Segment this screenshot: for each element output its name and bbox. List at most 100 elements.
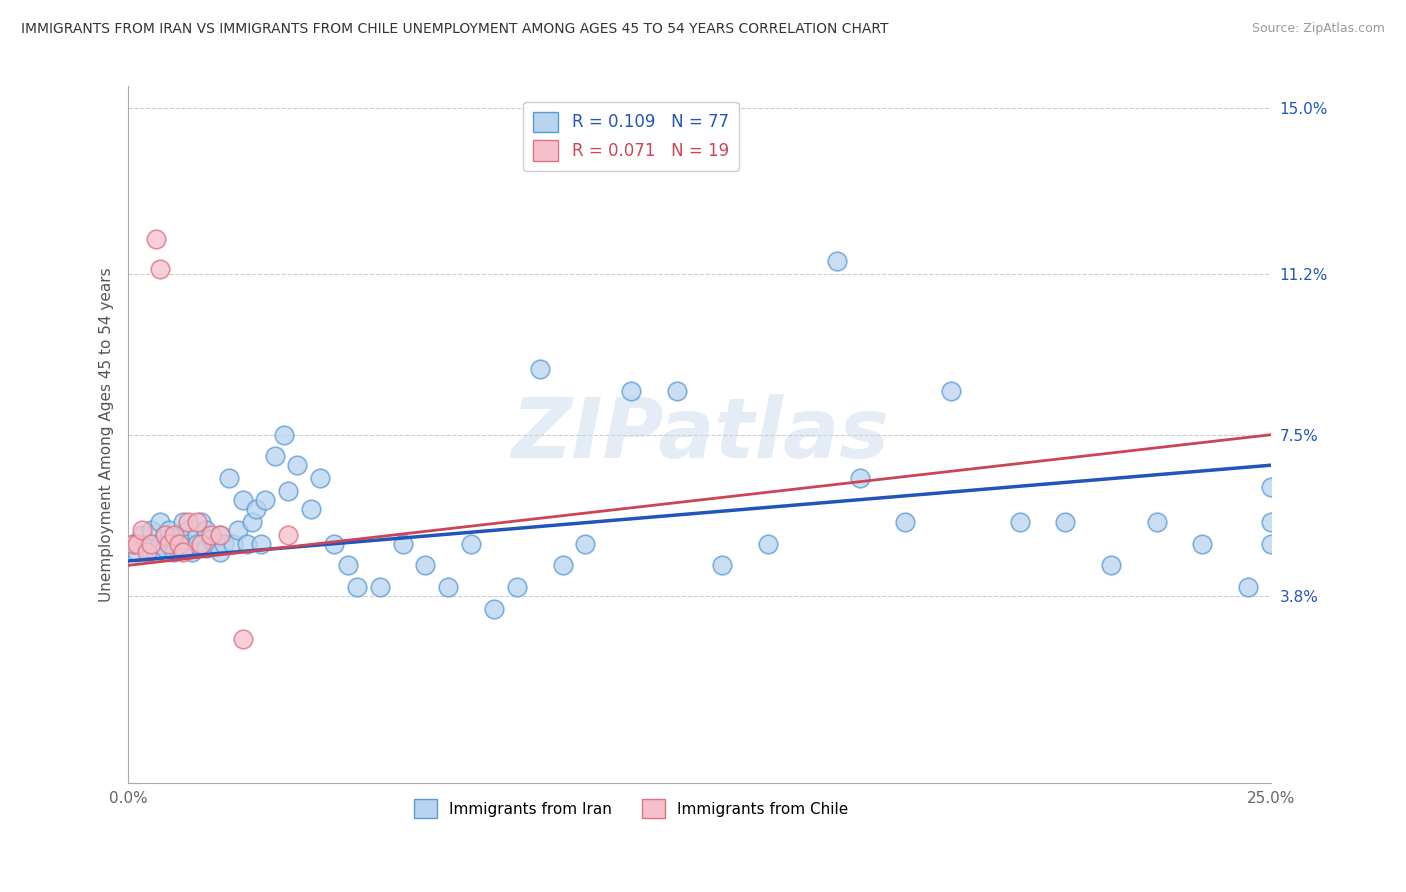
Point [245,501,267,516]
Point [482,602,505,616]
Point [176,524,198,538]
Point [190,515,212,529]
Point [1237,580,1260,594]
Point [277,528,299,542]
Point [574,536,596,550]
Point [620,384,643,399]
Point [323,536,346,550]
Point [299,501,322,516]
Point [149,536,172,550]
Point [149,262,172,277]
Point [1054,515,1077,529]
Point [222,536,245,550]
Point [139,536,162,550]
Point [529,362,551,376]
Point [1099,558,1122,573]
Point [186,536,208,550]
Point [190,536,212,550]
Point [336,558,359,573]
Point [825,253,848,268]
Point [121,536,143,550]
Point [186,515,208,529]
Point [263,450,285,464]
Point [172,545,194,559]
Point [1008,515,1031,529]
Point [194,541,217,555]
Point [391,536,413,550]
Text: ZIPatlas: ZIPatlas [510,394,889,475]
Text: IMMIGRANTS FROM IRAN VS IMMIGRANTS FROM CHILE UNEMPLOYMENT AMONG AGES 45 TO 54 Y: IMMIGRANTS FROM IRAN VS IMMIGRANTS FROM … [21,22,889,37]
Point [172,515,194,529]
Point [204,536,226,550]
Point [131,524,153,538]
Point [157,536,180,550]
Point [208,528,231,542]
Point [460,536,482,550]
Point [939,384,962,399]
Point [665,384,688,399]
Point [157,524,180,538]
Point [167,536,190,550]
Point [176,536,198,550]
Point [176,515,198,529]
Point [157,532,180,546]
Point [194,524,217,538]
Point [218,471,240,485]
Point [254,493,277,508]
Point [200,532,222,546]
Point [1260,536,1282,550]
Point [236,536,259,550]
Point [167,528,190,542]
Point [172,541,194,555]
Point [163,545,186,559]
Point [273,427,295,442]
Point [309,471,332,485]
Point [240,515,263,529]
Point [231,632,253,647]
Point [153,528,176,542]
Point [287,458,309,473]
Point [127,545,149,559]
Legend: Immigrants from Iran, Immigrants from Chile: Immigrants from Iran, Immigrants from Ch… [408,793,855,824]
Point [186,528,208,542]
Point [163,528,186,542]
Point [135,541,157,555]
Point [200,528,222,542]
Point [208,528,231,542]
Point [167,536,190,550]
Point [127,536,149,550]
Point [163,536,186,550]
Point [1146,515,1168,529]
Point [415,558,437,573]
Point [894,515,917,529]
Point [153,528,176,542]
Y-axis label: Unemployment Among Ages 45 to 54 years: Unemployment Among Ages 45 to 54 years [100,268,114,602]
Point [249,536,271,550]
Point [711,558,734,573]
Point [145,545,167,559]
Text: Source: ZipAtlas.com: Source: ZipAtlas.com [1251,22,1385,36]
Point [551,558,574,573]
Point [149,515,172,529]
Point [1260,480,1282,494]
Point [1260,515,1282,529]
Point [145,232,167,246]
Point [208,545,231,559]
Point [153,541,176,555]
Point [756,536,779,550]
Point [121,536,143,550]
Point [131,528,153,542]
Point [212,536,235,550]
Point [135,545,157,559]
Point [848,471,870,485]
Point [368,580,391,594]
Point [139,524,162,538]
Point [139,536,162,550]
Point [181,545,204,559]
Point [346,580,368,594]
Point [226,524,249,538]
Point [506,580,529,594]
Point [277,484,299,499]
Point [437,580,460,594]
Point [231,493,253,508]
